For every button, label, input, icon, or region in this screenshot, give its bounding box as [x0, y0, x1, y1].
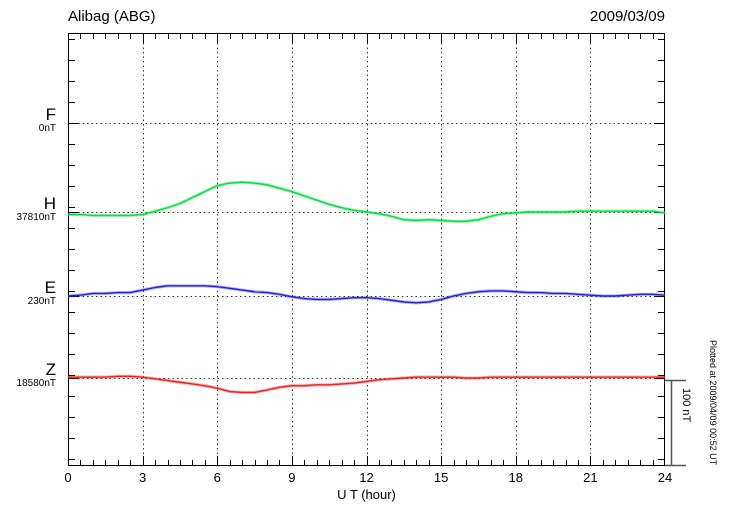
component-baseline-h: 37810nT — [16, 212, 56, 223]
component-baseline-z: 18580nT — [16, 378, 56, 389]
x-tick-label-6: 6 — [213, 470, 221, 485]
magnetogram-plot — [68, 33, 665, 466]
plotted-at-timestamp: Plotted at 2009/04/09 00:52 UT — [708, 340, 718, 466]
trace-h — [68, 181, 665, 223]
x-tick-label-12: 12 — [359, 470, 374, 485]
x-tick-label-21: 21 — [583, 470, 598, 485]
x-axis-label: U T (hour) — [337, 487, 396, 502]
x-tick-label-3: 3 — [139, 470, 147, 485]
trace-z — [68, 375, 665, 394]
component-label-f: F 0nT — [0, 106, 62, 134]
plot-canvas — [68, 33, 665, 466]
scale-bar-label: 100 nT — [680, 388, 692, 423]
component-label-z: Z 18580nT — [0, 361, 62, 389]
x-tick-label-15: 15 — [433, 470, 449, 485]
component-label-e: E 230nT — [0, 279, 62, 307]
x-tick-label-18: 18 — [508, 470, 523, 485]
vertical-gridlines — [143, 34, 591, 465]
component-baseline-f: 0nT — [38, 123, 56, 134]
x-tick-label-9: 9 — [288, 470, 296, 485]
x-tick-label-0: 0 — [64, 470, 72, 485]
component-baseline-e: 230nT — [27, 296, 56, 307]
baseline-gridlines — [69, 123, 664, 379]
component-label-h: H 37810nT — [0, 195, 62, 223]
plot-frame — [68, 33, 665, 466]
component-letter-e: E — [44, 278, 56, 297]
data-traces — [68, 180, 665, 395]
page-title: Alibag (ABG) — [68, 8, 156, 25]
axis-ticks — [68, 34, 664, 465]
trace-halo-h — [68, 180, 665, 223]
scale-bar — [665, 379, 686, 467]
trace-e — [68, 285, 665, 304]
component-letter-f: F — [45, 105, 56, 124]
component-letter-z: Z — [45, 360, 56, 379]
component-letter-h: H — [43, 194, 56, 213]
x-tick-label-24: 24 — [657, 470, 673, 485]
chart-date: 2009/03/09 — [589, 8, 665, 25]
